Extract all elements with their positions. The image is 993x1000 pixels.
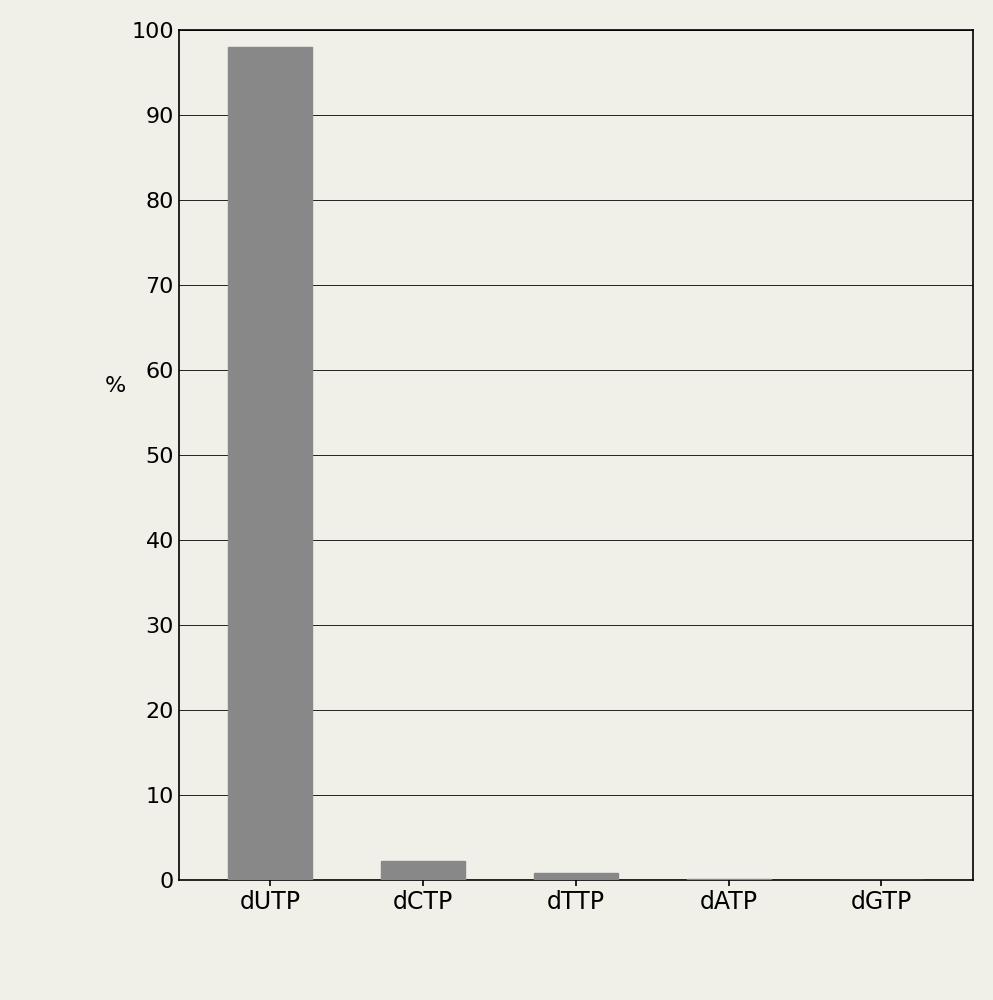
Bar	[228, 47, 313, 880]
Bar	[687, 879, 771, 880]
Bar	[381, 861, 465, 880]
Bar	[534, 873, 618, 880]
Y-axis label: %: %	[104, 375, 126, 395]
